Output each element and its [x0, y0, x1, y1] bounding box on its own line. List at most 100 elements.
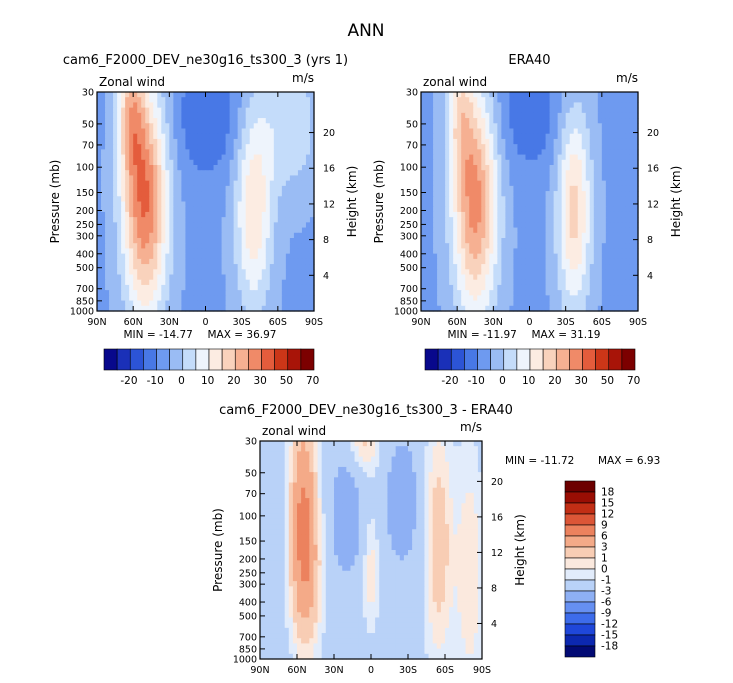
contour-cell	[257, 206, 263, 213]
contour-cell	[125, 133, 130, 140]
contour-cell	[113, 274, 118, 281]
contour-cell	[449, 279, 454, 286]
contour-cell	[525, 206, 531, 213]
contour-cell	[309, 138, 315, 145]
contour-cell	[461, 144, 466, 150]
contour-cell	[97, 133, 102, 140]
contour-cell	[117, 243, 122, 250]
contour-cell	[225, 154, 231, 161]
contour-cell	[597, 264, 603, 270]
contour-cell	[421, 97, 426, 104]
contour-cell	[585, 144, 591, 150]
contour-cell	[161, 248, 166, 255]
contour-cell	[297, 217, 303, 223]
contour-cell	[465, 227, 470, 234]
contour-cell	[205, 112, 211, 119]
contour-cell	[597, 107, 603, 114]
contour-cell	[489, 201, 494, 208]
contour-cell	[549, 253, 555, 260]
contour-cell	[281, 243, 287, 250]
contour-cell	[557, 290, 563, 296]
contour-cell	[213, 227, 219, 234]
contour-cell	[517, 253, 523, 260]
contour-cell	[445, 211, 450, 218]
contour-cell	[185, 300, 191, 307]
contour-cell	[121, 232, 126, 239]
contour-cell	[613, 201, 619, 208]
contour-cell	[261, 201, 267, 208]
contour-cell	[433, 284, 438, 291]
x-tick-label: 60S	[593, 317, 611, 328]
contour-cell	[437, 243, 442, 250]
contour-cell	[605, 92, 611, 98]
contour-cell	[432, 446, 438, 452]
contour-cell	[573, 138, 579, 145]
contour-cell	[217, 305, 223, 312]
contour-cell	[145, 238, 150, 244]
contour-cell	[133, 149, 138, 156]
contour-cell	[165, 107, 170, 114]
contour-cell	[157, 175, 162, 182]
contour-cell	[197, 284, 203, 291]
contour-cell	[469, 107, 474, 114]
contour-cell	[133, 170, 138, 177]
contour-cell	[545, 238, 551, 244]
contour-cell	[569, 196, 575, 203]
contour-cell	[269, 144, 275, 150]
contour-cell	[605, 279, 611, 286]
contour-cell	[477, 196, 482, 203]
contour-cell	[403, 451, 409, 458]
contour-cell	[117, 290, 122, 296]
contour-cell	[189, 295, 195, 302]
contour-cell	[501, 159, 506, 166]
contour-cell	[125, 206, 130, 213]
contour-cell	[358, 456, 364, 463]
contour-cell	[273, 97, 279, 104]
contour-cell	[293, 258, 299, 265]
contour-cell	[485, 144, 490, 150]
contour-cell	[273, 211, 279, 218]
contour-cell	[149, 238, 154, 244]
contour-cell	[469, 451, 475, 458]
contour-cell	[569, 191, 575, 197]
contour-cell	[477, 269, 482, 276]
contour-cell	[233, 279, 239, 286]
contour-cell	[497, 170, 502, 177]
contour-cell	[565, 165, 571, 171]
contour-cell	[521, 175, 527, 182]
contour-cell	[145, 201, 150, 208]
contour-cell	[189, 290, 195, 296]
contour-cell	[497, 144, 502, 150]
contour-cell	[305, 264, 311, 270]
contour-cell	[157, 154, 162, 161]
contour-cell	[213, 253, 219, 260]
contour-cell	[157, 284, 162, 291]
contour-cell	[440, 461, 446, 468]
contour-cell	[325, 441, 331, 447]
contour-cell	[605, 211, 611, 218]
contour-cell	[173, 149, 178, 156]
contour-cell	[601, 138, 607, 145]
colorbar-label: -20	[120, 375, 137, 387]
y-tick-label: 700	[400, 284, 418, 295]
contour-cell	[525, 211, 531, 218]
contour-cell	[469, 180, 474, 187]
contour-cell	[513, 107, 519, 114]
contour-cell	[165, 264, 170, 270]
contour-cell	[489, 211, 494, 218]
contour-cell	[421, 284, 426, 291]
contour-cell	[269, 217, 275, 223]
contour-cell	[257, 232, 263, 239]
contour-cell	[225, 290, 231, 296]
contour-cell	[449, 300, 454, 307]
contour-cell	[125, 191, 130, 197]
contour-cell	[561, 217, 567, 223]
contour-cell	[485, 154, 490, 161]
contour-cell	[553, 248, 559, 255]
contour-cell	[461, 196, 466, 203]
contour-cell	[501, 144, 506, 150]
contour-cell	[441, 206, 446, 213]
contour-cell	[197, 107, 203, 114]
contour-cell	[589, 154, 595, 161]
contour-cell	[465, 253, 470, 260]
